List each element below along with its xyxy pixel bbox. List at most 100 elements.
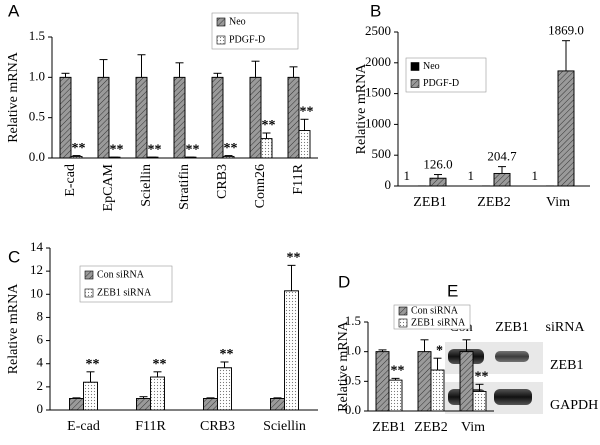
band <box>494 389 532 405</box>
significance-label: ** <box>186 142 200 157</box>
bar-texture <box>557 70 575 187</box>
significance-label: ** <box>391 364 405 379</box>
y-tick-label: 12 <box>30 262 43 277</box>
bar-texture <box>375 351 390 412</box>
significance-label: ** <box>224 141 238 156</box>
y-tick-label: 1.0 <box>29 68 45 83</box>
y-tick-label: 0.5 <box>29 109 45 124</box>
x-tick-label: Vim <box>461 420 485 435</box>
y-tick-label: 1.0 <box>345 343 361 358</box>
y-tick-label: 1.5 <box>29 28 45 43</box>
y-tick-label: 500 <box>372 146 392 161</box>
bar-texture <box>249 76 262 159</box>
y-tick-label: 14 <box>30 239 44 254</box>
panel-letter: C <box>8 247 20 266</box>
y-axis-label: Relative mRNA <box>6 283 21 374</box>
bar-texture <box>388 379 403 412</box>
bar-texture <box>429 177 447 187</box>
legend-swatch-texture <box>399 307 407 315</box>
value-label: 1 <box>468 168 475 183</box>
bar-texture <box>270 398 285 411</box>
y-axis-label: Relative mRNA <box>354 63 369 154</box>
y-tick-label: 1.5 <box>345 313 361 328</box>
x-tick-label: E-cad <box>67 419 100 434</box>
y-tick-label: 0.0 <box>345 402 361 417</box>
bar-texture <box>59 76 72 159</box>
legend-label: PDGF-D <box>229 34 265 45</box>
legend-box <box>79 265 173 303</box>
bar-texture <box>203 398 218 411</box>
row-label: GAPDH <box>550 398 598 413</box>
x-tick-label: Stratifin <box>177 164 192 210</box>
x-tick-label: Conn26 <box>253 164 268 208</box>
bar-texture <box>417 351 432 412</box>
significance-label: ** <box>220 347 234 362</box>
x-tick-label: F11R <box>135 419 166 434</box>
significance-label: ** <box>148 142 162 157</box>
legend-swatch-texture <box>85 271 93 279</box>
significance-label: ** <box>86 357 100 372</box>
y-tick-label: 0 <box>37 401 44 416</box>
y-tick-label: 0.0 <box>29 149 45 164</box>
legend-swatch-texture <box>399 319 407 327</box>
significance-label: ** <box>110 142 124 157</box>
panel-letter: E <box>447 281 458 300</box>
significance-label: ** <box>72 141 86 156</box>
legend-label: ZEB1 siRNA <box>411 317 466 328</box>
bar-texture <box>222 155 235 159</box>
y-tick-label: 8 <box>37 308 44 323</box>
y-tick-label: 0.5 <box>345 372 361 387</box>
x-tick-label: ZEB1 <box>413 195 446 210</box>
legend-label: Con siRNA <box>411 305 459 316</box>
lane-label: ZEB1 <box>495 320 528 335</box>
bar-texture <box>472 391 487 412</box>
value-label: 204.7 <box>487 149 517 164</box>
legend-swatch-texture <box>411 79 419 88</box>
legend-swatch <box>410 62 420 71</box>
legend-label: ZEB1 siRNA <box>97 287 152 298</box>
bar-texture <box>211 76 224 159</box>
treatment-label: siRNA <box>546 320 586 335</box>
bar-texture <box>459 351 474 412</box>
x-tick-label: CRB3 <box>200 419 235 434</box>
significance-label: * <box>436 343 443 358</box>
bar-texture <box>97 76 110 159</box>
legend-swatch-texture <box>217 18 225 26</box>
bar-texture <box>298 130 311 159</box>
legend-label: Con siRNA <box>97 269 145 280</box>
bar-texture <box>136 398 151 411</box>
y-tick-label: 0 <box>385 177 392 192</box>
row-label: ZEB1 <box>550 358 583 373</box>
legend-label: PDGF-D <box>423 78 459 89</box>
bar-texture <box>287 76 300 159</box>
y-tick-label: 2500 <box>365 23 391 38</box>
legend-box <box>211 12 299 50</box>
legend-label: Neo <box>423 61 440 72</box>
bar-texture <box>83 381 98 411</box>
y-tick-label: 4 <box>37 355 44 370</box>
x-tick-label: F11R <box>291 163 306 194</box>
x-tick-label: ZEB2 <box>477 195 510 210</box>
legend-box <box>405 57 487 93</box>
panel-letter: A <box>8 1 20 20</box>
panel-letter: B <box>370 1 381 20</box>
bar-texture <box>493 172 511 187</box>
band <box>495 351 529 362</box>
value-label: 1869.0 <box>548 23 584 38</box>
x-tick-label: E-cad <box>63 164 78 197</box>
x-tick-label: ZEB2 <box>414 420 447 435</box>
bar-texture <box>135 76 148 159</box>
bar-texture <box>150 376 165 411</box>
legend-label: Neo <box>229 16 246 27</box>
significance-label: ** <box>153 357 167 372</box>
x-tick-label: ZEB1 <box>372 420 405 435</box>
bar-texture <box>217 367 232 411</box>
y-tick-label: 6 <box>37 332 44 347</box>
y-tick-label: 2 <box>37 378 44 393</box>
x-tick-label: EpCAM <box>101 163 116 211</box>
bar-texture <box>284 290 299 411</box>
bar-texture <box>70 155 83 159</box>
bar-texture <box>260 138 273 159</box>
significance-label: ** <box>475 370 489 385</box>
